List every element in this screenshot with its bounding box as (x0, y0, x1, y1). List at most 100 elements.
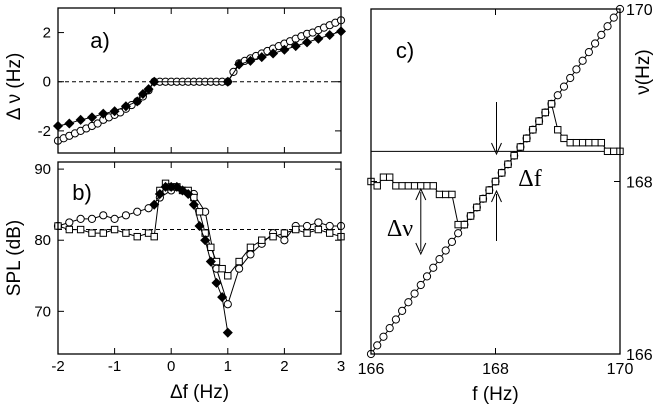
panel-c-series-1-point (410, 182, 419, 190)
panel-b-series-1-point (122, 229, 130, 237)
panel-b-series-0-point (223, 300, 232, 309)
panel-c-series-1-point (479, 195, 487, 203)
panel-b-series-1-point (150, 232, 158, 241)
panel-c-series-0-point (416, 280, 425, 290)
panel-a-series-1-point (143, 84, 154, 95)
panel-c-ytick-label: 166 (626, 347, 653, 364)
panel-b-series-0-point (144, 204, 153, 213)
panel-c-series-1-point (423, 182, 431, 190)
panel-c-series-0-point (441, 246, 450, 255)
panel-a-series-0-point (93, 119, 102, 128)
panel-b-series-1-point (207, 243, 215, 252)
panel-c-series-1-point (572, 138, 581, 147)
panel-c-xtick-label: 168 (482, 361, 509, 378)
panel-c-series-1-point (547, 100, 556, 108)
panel-c-arrowhead-down (491, 142, 502, 156)
panel-c-series-0-point (572, 65, 581, 74)
panel-b-series-1-point (99, 229, 107, 237)
panel-b-series-0-point (87, 214, 97, 223)
panel-b-series-0-point (280, 236, 289, 245)
panel-b-xtick-label: -2 (51, 358, 64, 375)
panel-c-series-1-point (522, 134, 531, 143)
panel-c-series-1-point (392, 182, 400, 190)
panel-c-series-0-point (578, 56, 587, 65)
panel-b-series-0-point (76, 214, 85, 223)
panel-c-series-1-line (370, 102, 620, 226)
panel-c-series-1-point (591, 138, 599, 147)
panel-c-series-0-point (373, 341, 382, 350)
panel-b-series-2-point (183, 188, 194, 200)
panel-a-series-1-point (245, 55, 256, 66)
panel-c-series-1-point (429, 182, 437, 190)
panel-c-series-1-point (491, 177, 500, 186)
panel-b-xlabel: Δf (Hz) (170, 382, 229, 403)
panel-a-series-1-point (290, 41, 301, 52)
panel-b-xtick-label: 1 (224, 358, 232, 375)
panel-b-series-1-point (88, 229, 96, 237)
panel-b-series-1-point (280, 229, 289, 237)
panel-b-series-1-point (235, 257, 243, 266)
panel-b-series-0-point (99, 211, 108, 220)
panel-c-double-arrowhead-bottom (415, 242, 427, 256)
panel-c-ylabel: ν(Hz) (633, 49, 654, 94)
panel-c-annotation-delta-nu: Δν (387, 216, 413, 242)
panel-a-series-1-point (279, 44, 290, 55)
panel-b-series-1-point (292, 225, 300, 234)
panel-c-label: c) (396, 38, 414, 63)
panel-a-ylabel: Δ ν (Hz) (4, 53, 25, 121)
panel-a-series-1-point (313, 33, 324, 44)
panel-b-series-0-point (133, 207, 142, 216)
panel-b-series-2-point (211, 277, 222, 288)
panel-b-series-0-point (246, 250, 255, 259)
panel-c-series-1-point (541, 108, 549, 117)
panel-a-ytick-label: -2 (38, 123, 51, 140)
panel-b-series-1-point (133, 232, 141, 241)
panel-a-label: a) (90, 28, 110, 53)
panel-c-series-1-point (610, 147, 618, 156)
panel-c-series-1-point (448, 190, 456, 199)
panel-b-series-1-point (258, 236, 266, 244)
panel-b-series-1-point (110, 225, 119, 234)
panel-a-series-1-point (109, 106, 120, 117)
panel-b-series-1-point (246, 243, 255, 252)
panel-c-series-1-point (504, 160, 512, 168)
panel-c-series-0-point (422, 272, 432, 281)
panel-c-series-0-point (597, 30, 606, 39)
panel-c-series-1-point (597, 138, 606, 147)
panel-b-ytick-label: 90 (34, 161, 51, 178)
panel-c-xtick-label: 166 (358, 361, 385, 378)
panel-b-xtick-label: 3 (337, 358, 345, 375)
panel-a-series-1-point (86, 112, 97, 123)
panel-a-series-1-point (98, 108, 109, 119)
panel-c-series-0-point (609, 13, 618, 22)
panel-c-series-0-point (379, 332, 388, 341)
panel-a-series-1-point (302, 37, 313, 48)
panel-c-series-0-point (566, 73, 575, 83)
panel-c-ytick-label: 168 (626, 175, 653, 192)
panel-b-frame (57, 161, 342, 355)
panel-b-ytick-label: 80 (34, 232, 51, 249)
panel-a-series-1-point (149, 76, 160, 87)
panel-b-series-0-line (57, 189, 341, 306)
panel-c-series-1-point (454, 220, 462, 229)
panel-c-series-0-point (447, 237, 457, 246)
panel-b-series-1-point (195, 208, 204, 216)
panel-b-label: b) (72, 180, 92, 205)
panel-a-series-1-point (234, 59, 245, 70)
panel-c-arrowhead-up (491, 189, 502, 203)
panel-b-series-1-point (303, 229, 311, 237)
panel-b-series-2-point (205, 256, 216, 267)
panel-c-series-1-point (466, 212, 475, 220)
panel-c-series-1-point (373, 182, 381, 190)
panel-c-series-1-point (435, 190, 444, 199)
panel-c-series-0-point (584, 48, 593, 57)
panel-b-series-2-point (222, 327, 233, 338)
panel-c-series-0-point (454, 229, 463, 238)
panel-b-ytick-label: 70 (34, 303, 51, 320)
panel-a-series-1-point (256, 52, 267, 63)
panel-c-annotation-delta-f: Δf (518, 166, 541, 192)
panel-b-series-1-point (325, 229, 334, 237)
panel-c-series-1-point (485, 186, 493, 194)
panel-c-series-1-point (578, 138, 587, 147)
